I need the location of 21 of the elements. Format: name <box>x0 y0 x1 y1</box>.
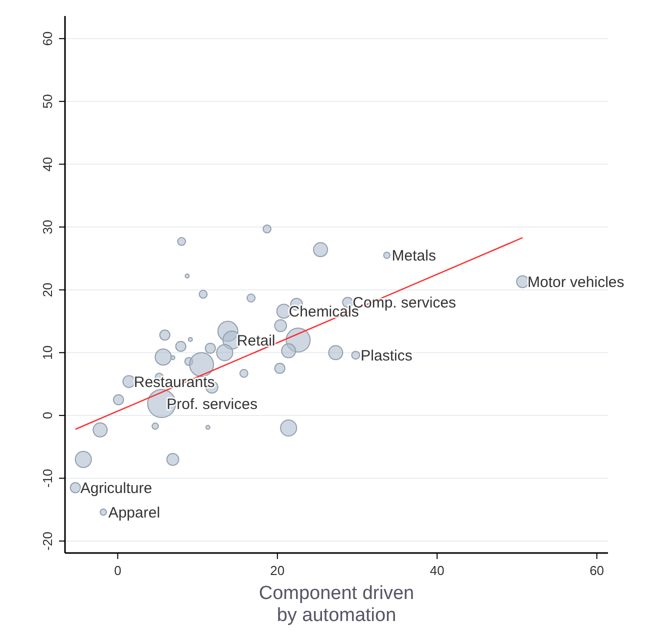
annotation: Motor vehicles <box>528 274 624 291</box>
x-tick-label: 0 <box>114 563 122 578</box>
y-tick-label: 10 <box>40 345 55 360</box>
y-tick-label: 30 <box>40 220 55 234</box>
annotation: Plastics <box>360 347 412 364</box>
y-tick-label: 40 <box>40 156 55 172</box>
x-tick-label: 20 <box>270 563 285 578</box>
annotation: Retail <box>236 332 276 350</box>
annotation: Agriculture <box>80 480 152 497</box>
y-tick-label: -20 <box>40 532 55 550</box>
y-tick-label: 0 <box>40 412 55 420</box>
x-tick-label: 40 <box>430 563 444 578</box>
annotation: Metals <box>392 248 436 265</box>
x-axis-title: Component driven by automation <box>258 583 414 626</box>
y-tick-label: 50 <box>40 94 55 109</box>
annotation: Apparel <box>108 504 160 522</box>
y-tick-label: -10 <box>40 468 55 488</box>
x-tick-label: 60 <box>590 563 604 578</box>
annotation: Prof. services <box>166 396 258 413</box>
y-tick-label: 20 <box>40 282 55 298</box>
y-tick-label: 60 <box>40 31 55 46</box>
